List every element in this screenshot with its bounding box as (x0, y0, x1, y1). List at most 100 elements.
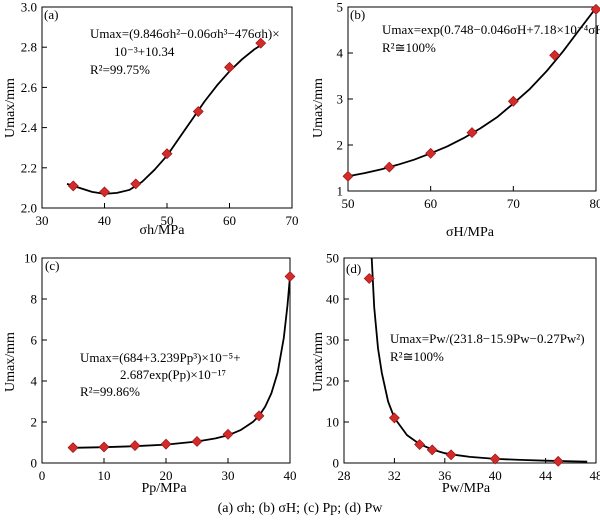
data-point (255, 37, 267, 49)
y-tick-label: 2 (337, 138, 344, 153)
x-axis-label-b: σH/MPa (446, 225, 495, 240)
panel-a: 30 40 50 60 70 2.0 2.2 2.4 2.6 2.8 3.0 (a) Umax=(9… (3, 0, 299, 238)
x-axis-label-c: Pp/MPa (141, 481, 187, 496)
data-point (284, 271, 296, 282)
x-tick-label: 60 (424, 196, 437, 211)
data-point (489, 453, 501, 465)
x-tick-label: 40 (489, 468, 502, 483)
x-tick-label: 20 (160, 468, 173, 483)
y-axis-label-d: Umax/mm (311, 332, 326, 392)
data-point (98, 441, 110, 453)
equation-line-1-b: Umax=exp(0.748−0.046σH+7.18×10⁻⁴σH² (382, 22, 600, 37)
equation-line-1-d: Umax=Pw/(231.8−15.9Pw−0.27Pw²) (390, 331, 585, 346)
y-tick-label: 0 (31, 456, 38, 471)
data-point (67, 180, 79, 192)
panel-b: 50 60 70 80 1 2 3 4 5 (b) Umax=exp(0.748−0.046σH… (311, 0, 600, 240)
y-tick-label: 2.6 (21, 80, 38, 95)
y-axis-label-a: Umax/mm (3, 78, 18, 138)
panel-c: 0 10 20 30 40 0 2 4 6 8 10 (c) Umax=(684+3.239Pp³)… (3, 251, 297, 497)
y-tick-label: 6 (31, 333, 38, 348)
data-point (363, 273, 375, 284)
y-tick-label: 2.4 (21, 120, 38, 135)
x-tick-label: 48 (590, 468, 600, 483)
y-tick-label: 40 (326, 292, 339, 307)
y-tick-label: 1 (337, 184, 344, 199)
x-axis-label-a: σh/MPa (140, 223, 186, 238)
data-point (99, 186, 110, 198)
y-tick-label: 3.0 (21, 0, 37, 15)
data-point (383, 161, 395, 173)
x-axis-label-d: Pw/MPa (442, 481, 491, 496)
panel-label-c: (c) (45, 258, 59, 273)
y-tick-label: 4 (337, 46, 344, 61)
x-tick-label: 0 (39, 468, 46, 483)
y-tick-label: 8 (31, 292, 38, 307)
data-point (507, 95, 519, 107)
y-tick-label: 2 (31, 415, 38, 430)
y-tick-label: 30 (326, 333, 339, 348)
x-tick-label: 50 (161, 213, 174, 228)
equation-line-1-a: Umax=(9.846σh²−0.06σh³−476σh)× (90, 26, 280, 41)
data-point (160, 438, 172, 450)
figure-caption: (a) σh; (b) σH; (c) Pp; (d) Pw (218, 501, 384, 516)
y-tick-label: 20 (326, 374, 339, 389)
panel-label-b: (b) (350, 7, 365, 22)
panel-label-a: (a) (44, 7, 58, 22)
x-tick-label: 40 (284, 468, 297, 483)
y-tick-label: 3 (337, 92, 344, 107)
equation-line-2-a: 10⁻³+10.34 (114, 44, 175, 59)
data-point (342, 170, 354, 182)
data-point (445, 449, 457, 461)
data-point (224, 61, 235, 73)
r2-b: R²≅100% (382, 40, 436, 55)
r2-d: R²≅100% (390, 349, 444, 364)
r2-c: R²=99.86% (80, 384, 140, 399)
data-point (253, 410, 265, 422)
data-point (130, 178, 142, 190)
x-tick-label: 10 (98, 468, 111, 483)
y-tick-label: 0 (333, 456, 340, 471)
data-point (590, 3, 600, 15)
data-point (425, 147, 437, 159)
panel-label-d: (d) (346, 261, 361, 276)
x-tick-label: 70 (286, 213, 299, 228)
x-tick-label: 50 (342, 196, 355, 211)
x-tick-label: 28 (338, 468, 351, 483)
x-tick-label: 32 (388, 468, 401, 483)
data-point (129, 440, 141, 451)
y-tick-label: 2.8 (21, 40, 37, 55)
x-tick-label: 30 (222, 468, 235, 483)
x-tick-label: 70 (507, 196, 520, 211)
y-tick-label: 10 (326, 415, 339, 430)
y-tick-label: 5 (337, 0, 344, 15)
equation-line-2-c: 2.687exp(Pp)×10⁻¹⁷ (120, 367, 226, 382)
plot-frame (343, 257, 597, 464)
x-tick-label: 80 (590, 196, 600, 211)
data-point (549, 49, 561, 61)
fit-curve (72, 276, 291, 449)
data-point (466, 127, 478, 139)
equation-line-1-c: Umax=(684+3.239Pp³)×10⁻⁵+ (80, 350, 241, 365)
x-tick-label: 30 (36, 213, 49, 228)
data-point (222, 428, 234, 440)
x-tick-label: 36 (438, 468, 452, 483)
y-axis-label-c: Umax/mm (3, 332, 18, 392)
x-tick-label: 44 (539, 468, 553, 483)
data-point (161, 148, 173, 160)
x-tick-label: 40 (98, 213, 111, 228)
data-point (191, 436, 203, 447)
y-axis-label-b: Umax/mm (311, 78, 326, 138)
y-tick-label: 2.0 (21, 201, 37, 216)
y-tick-label: 50 (326, 251, 339, 266)
panel-d: 28 32 36 40 44 48 0 10 20 30 40 50 (d) Umax=Pw/(231… (311, 251, 600, 497)
data-point (552, 455, 564, 467)
y-tick-label: 2.2 (21, 160, 37, 175)
x-tick-label: 60 (223, 213, 236, 228)
data-point (426, 444, 438, 456)
data-point (388, 412, 400, 424)
r2-a: R²=99.75% (90, 62, 150, 77)
data-point (414, 439, 426, 450)
data-point (192, 106, 204, 117)
data-point (67, 442, 79, 454)
